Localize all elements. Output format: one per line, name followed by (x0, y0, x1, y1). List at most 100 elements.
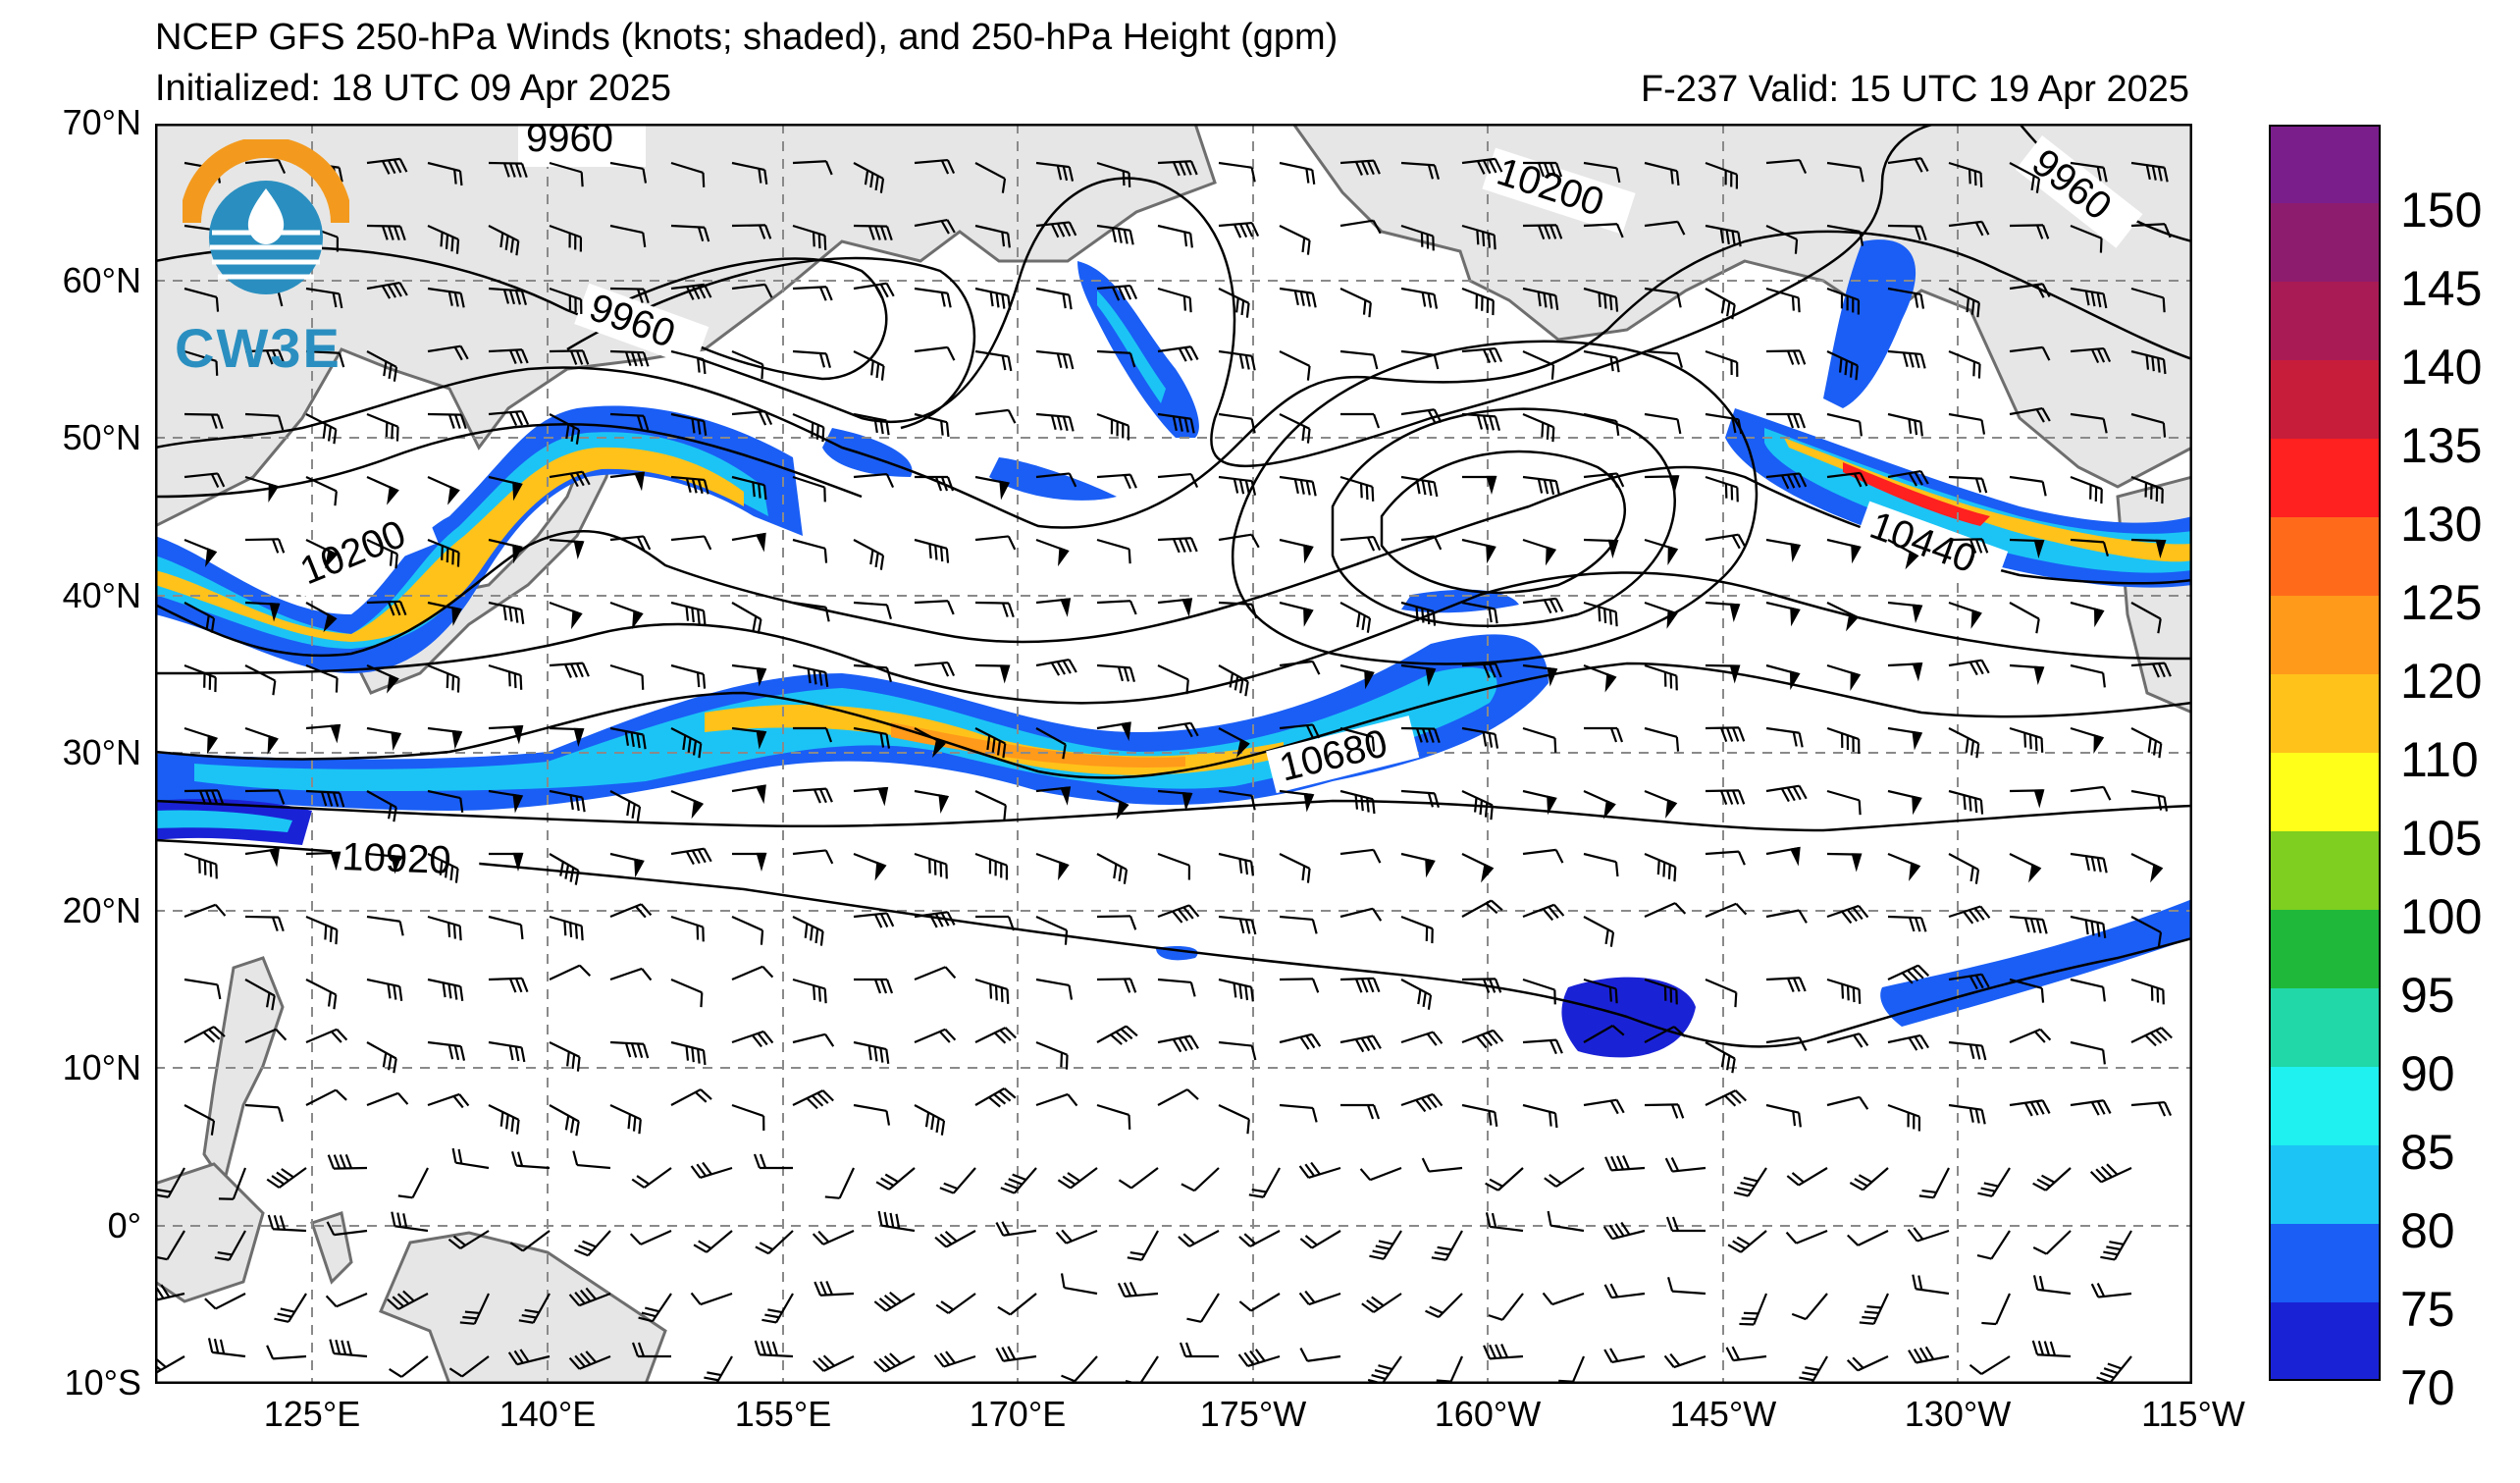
wind-barb (1157, 721, 1199, 738)
wind-barb (244, 538, 286, 554)
wind-barb (1522, 978, 1556, 1005)
wind-barb (638, 1293, 672, 1323)
colorbar-band (2269, 125, 2381, 204)
wind-barb (1948, 1040, 1987, 1061)
wind-barb (609, 287, 650, 304)
wind-barb (792, 663, 829, 687)
wind-barb (1186, 1293, 1220, 1323)
wind-barb (1765, 601, 1801, 627)
wind-barb (489, 852, 524, 873)
wind-barb (549, 601, 583, 630)
wind-barb (1035, 1040, 1069, 1070)
wind-barb (518, 1293, 551, 1324)
wind-barb (549, 915, 584, 941)
wind-barb (1826, 978, 1862, 1004)
wind-barb (184, 287, 220, 312)
wind-barb (2070, 726, 2105, 754)
wind-barb (1218, 852, 1254, 876)
wind-barb (1096, 284, 1138, 301)
wind-barb (1705, 475, 1739, 503)
wind-barb (670, 1040, 707, 1066)
wind-barb (2130, 161, 2169, 183)
colorbar-band (2269, 1067, 2381, 1146)
wind-barb (1583, 601, 1618, 627)
wind-barb (792, 160, 833, 176)
wind-barb (184, 663, 217, 693)
wind-barb (1705, 850, 1746, 866)
wind-barb (1340, 1103, 1381, 1120)
wind-barb (488, 663, 523, 690)
wind-barb (974, 1027, 1017, 1044)
map-title: NCEP GFS 250-hPa Winds (knots; shaded), … (155, 17, 1339, 58)
wind-barb (1583, 287, 1619, 312)
wind-barb (1461, 853, 1495, 883)
wind-barb (731, 475, 767, 501)
wind-barb (1400, 408, 1443, 424)
wind-barb (305, 915, 339, 945)
wind-barb (1969, 1355, 2011, 1375)
wind-barb (1279, 601, 1314, 627)
wind-barb (1096, 224, 1134, 245)
wind-barb (1765, 349, 1807, 365)
wind-barb (1359, 1166, 1402, 1182)
wind-barb (1096, 915, 1137, 930)
wind-barb (1887, 915, 1927, 932)
wind-barb (1157, 1034, 1199, 1053)
wind-barb (1157, 598, 1193, 617)
lon-label: 140°E (499, 1394, 597, 1434)
wind-barb (873, 1352, 916, 1373)
wind-barb (975, 915, 1016, 931)
cw3e-logo-icon (183, 139, 349, 294)
wind-barb (2070, 538, 2109, 556)
wind-barb (731, 726, 767, 750)
wind-barb (1096, 412, 1130, 441)
wind-barb (1117, 1281, 1159, 1298)
wind-barb (366, 412, 399, 442)
wind-barb (244, 475, 280, 503)
wind-barb (1948, 1103, 1986, 1125)
wind-barb (609, 349, 650, 367)
wind-barb (427, 726, 463, 750)
wind-barb (488, 1040, 526, 1063)
wind-barb (549, 662, 590, 678)
lon-label: 170°E (969, 1394, 1067, 1434)
wind-barb (2009, 602, 2040, 634)
wind-barb (670, 349, 707, 375)
wind-barb (1765, 1036, 1808, 1051)
wind-barb (609, 967, 653, 981)
wind-barb (1361, 1293, 1402, 1313)
logo-text: CW3E (175, 317, 341, 379)
wind-barb (1644, 902, 1687, 919)
wind-barb (244, 1103, 284, 1122)
wind-barb (914, 219, 956, 235)
wind-barb (305, 476, 338, 506)
wind-barb (814, 1281, 855, 1297)
wind-barb (1157, 664, 1189, 695)
wind-barb (2130, 287, 2166, 313)
lat-label: 60°N (62, 260, 141, 300)
wind-barb (305, 1028, 348, 1044)
wind-barb (184, 789, 225, 806)
wind-barb (731, 1030, 774, 1048)
wind-barb (1339, 602, 1372, 633)
wind-barb (1178, 1230, 1220, 1247)
wind-barb (1948, 973, 1990, 990)
colorbar-label: 80 (2400, 1203, 2455, 1258)
wind-barb (1218, 412, 1256, 434)
wind-barb (914, 412, 950, 438)
wind-barb (329, 1339, 368, 1358)
wind-barb (1218, 349, 1256, 371)
wind-barb (1583, 916, 1615, 947)
wind-barb (629, 1229, 672, 1245)
wind-barb (1096, 978, 1137, 993)
lon-label: 155°E (734, 1394, 832, 1434)
wind-barb (1522, 848, 1564, 864)
wind-barb (366, 978, 403, 1001)
wind-barb (1826, 1033, 1869, 1048)
jet-minor-1 (822, 428, 913, 477)
wind-barb (853, 282, 895, 299)
wind-barb (914, 727, 946, 758)
wind-barb (1583, 1025, 1625, 1043)
wind-barb (609, 412, 650, 431)
wind-barb (1238, 1230, 1281, 1247)
